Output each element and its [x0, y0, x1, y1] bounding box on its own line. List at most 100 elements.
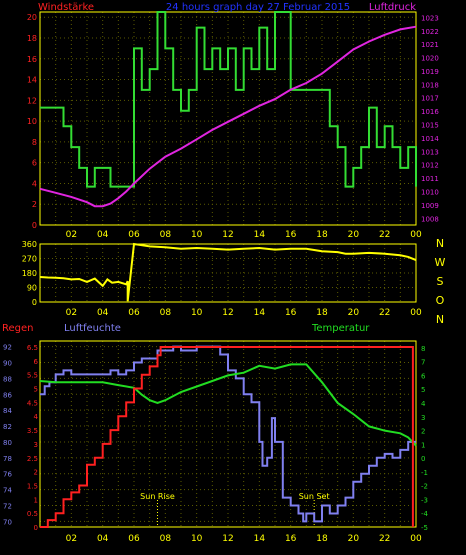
rain-tick-label: 5: [34, 386, 38, 394]
pressure-tick-label: 1023: [421, 14, 439, 22]
wind-pressure-series: [39, 11, 417, 208]
x-tick-label: 10: [191, 534, 203, 544]
temperature-tick-label: 6: [421, 372, 426, 380]
sun-marker-label: Sun Rise: [140, 492, 175, 501]
x-tick-label: 16: [285, 534, 297, 544]
degree-tick-label: 360: [22, 240, 37, 249]
x-tick-label: 20: [348, 230, 360, 240]
x-tick-label: 20: [348, 308, 360, 318]
pressure-axis-label: Luftdruck: [369, 2, 416, 13]
temperature-line: [39, 363, 417, 447]
pressure-tick-label: 1019: [421, 68, 439, 76]
compass-direction-label: N: [436, 313, 444, 326]
temperature-tick-label: -5: [421, 524, 428, 532]
wind-direction-plot-frame: [39, 243, 417, 303]
rain-tick-label: 3.5: [27, 427, 38, 435]
temperature-tick-label: 0: [421, 455, 425, 463]
pressure-tick-label: 1021: [421, 41, 439, 49]
humidity-tick-label: 86: [3, 391, 12, 399]
humidity-tick-label: 82: [3, 423, 12, 431]
humidity-tick-label: 76: [3, 471, 12, 479]
rain-tick-label: 3: [34, 441, 38, 449]
rain-tick-label: 4.5: [27, 399, 38, 407]
rain-tick-label: 2.5: [27, 455, 38, 463]
humidity-line: [40, 345, 416, 523]
rain-humidity-temperature-x-ticks: 02 04 06 08 10 12 14 16 18 20 22 00: [66, 534, 422, 544]
x-tick-label: 22: [379, 534, 390, 544]
x-tick-label: 20: [348, 534, 360, 544]
degree-tick-label: 0: [32, 298, 37, 307]
humidity-tick-label: 92: [3, 344, 12, 352]
pressure-tick-label: 1020: [421, 55, 439, 63]
humidity-axis-ticks: 70 72 74 76 78 80 82 84 86 88 90 92: [3, 344, 12, 527]
compass-direction-label: N: [436, 237, 444, 250]
x-tick-label: 02: [66, 534, 77, 544]
wind-direction-line: [39, 242, 417, 302]
pressure-tick-label: 1012: [421, 162, 439, 170]
wind-direction-degree-ticks: 0 90 180 270 360: [22, 240, 37, 307]
humidity-tick-label: 70: [3, 518, 12, 526]
rain-tick-label: 1: [34, 496, 38, 504]
humidity-tick-label: 80: [3, 439, 12, 447]
x-tick-label: 06: [128, 230, 140, 240]
wind-pressure-x-ticks: 02 04 06 08 10 12 14 16 18 20 22 00: [66, 230, 422, 240]
degree-tick-label: 180: [22, 269, 37, 278]
pressure-tick-label: 1015: [421, 122, 439, 130]
wind-tick-label: 12: [27, 96, 37, 105]
humidity-axis-label: Luftfeuchte: [64, 323, 121, 334]
x-tick-label: 02: [66, 308, 77, 318]
pressure-line: [39, 25, 417, 208]
rain-tick-label: 0.5: [27, 510, 38, 518]
compass-direction-label: O: [436, 294, 445, 307]
x-tick-label: 00: [410, 308, 422, 318]
pressure-tick-label: 1014: [421, 135, 439, 143]
x-tick-label: 00: [410, 230, 422, 240]
temperature-tick-label: 8: [421, 345, 425, 353]
x-tick-label: 12: [222, 534, 233, 544]
temperature-tick-label: 1: [421, 441, 425, 449]
x-tick-label: 04: [97, 534, 109, 544]
x-tick-label: 12: [222, 230, 233, 240]
wind-tick-label: 6: [32, 159, 37, 168]
x-tick-label: 00: [410, 534, 422, 544]
x-tick-label: 08: [160, 534, 172, 544]
rain-tick-label: 1.5: [27, 482, 38, 490]
x-tick-label: 10: [191, 308, 203, 318]
rain-humidity-temperature-plot-frame: [39, 340, 417, 528]
x-tick-label: 14: [254, 308, 266, 318]
pressure-tick-label: 1022: [421, 28, 439, 36]
rain-tick-label: 6.5: [27, 344, 38, 352]
x-tick-label: 18: [316, 230, 328, 240]
wind-tick-label: 0: [32, 221, 37, 230]
wind-tick-label: 10: [27, 117, 37, 126]
rain-tick-label: 0: [34, 524, 38, 532]
x-tick-label: 04: [97, 308, 109, 318]
temperature-tick-label: 3: [421, 414, 425, 422]
pressure-tick-label: 1017: [421, 95, 439, 103]
x-tick-label: 06: [128, 308, 140, 318]
x-tick-label: 22: [379, 230, 390, 240]
x-tick-label: 04: [97, 230, 109, 240]
wind-tick-label: 18: [27, 34, 37, 43]
degree-tick-label: 270: [22, 255, 37, 264]
x-tick-label: 18: [316, 534, 328, 544]
temperature-tick-label: 4: [421, 400, 426, 408]
wind-axis-ticks: 0 2 4 6 8 10 12 14 16 18 20: [27, 13, 37, 230]
wind-tick-label: 2: [32, 200, 37, 209]
x-tick-label: 06: [128, 534, 140, 544]
rain-tick-label: 5.5: [27, 372, 38, 380]
temperature-tick-label: 7: [421, 359, 425, 367]
temperature-tick-label: -2: [421, 483, 428, 491]
temperature-tick-label: 2: [421, 428, 425, 436]
pressure-tick-label: 1008: [421, 215, 439, 223]
x-tick-label: 10: [191, 230, 203, 240]
wind-axis-label: Windstärke: [38, 2, 94, 13]
temperature-tick-label: -4: [421, 510, 429, 518]
pressure-tick-label: 1016: [421, 108, 439, 116]
pressure-tick-label: 1018: [421, 81, 439, 89]
wind-tick-label: 16: [27, 55, 37, 64]
x-tick-label: 22: [379, 308, 390, 318]
